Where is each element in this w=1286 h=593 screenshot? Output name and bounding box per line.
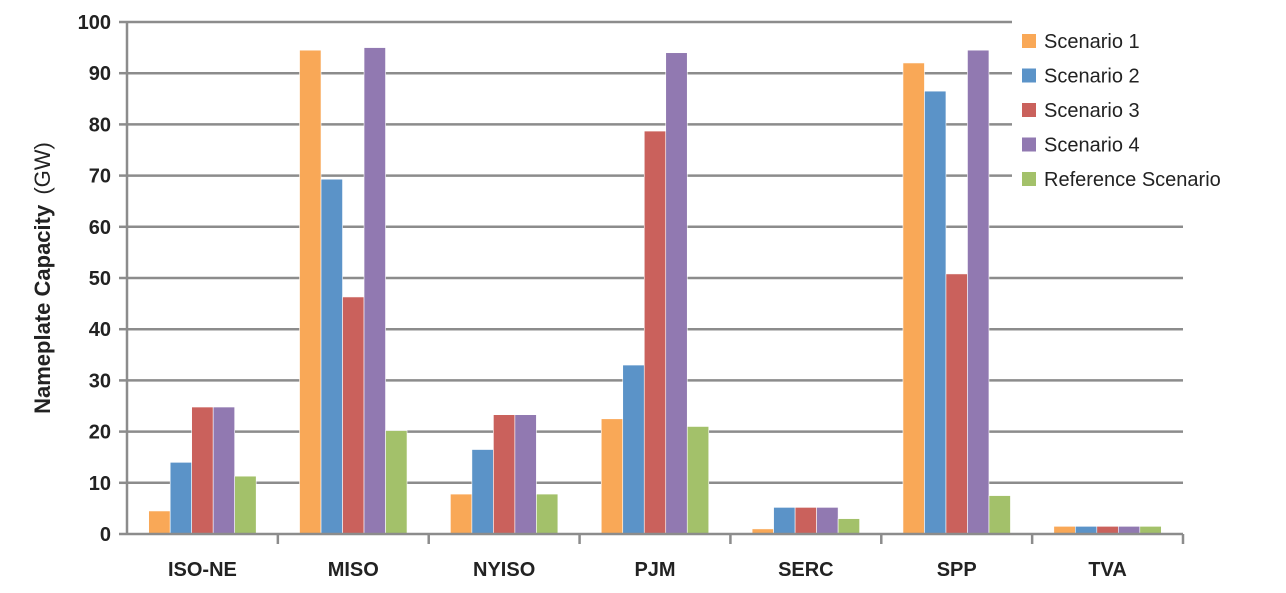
y-tick-label: 80 — [89, 114, 111, 136]
bar — [773, 507, 796, 535]
y-tick-label: 0 — [100, 524, 111, 546]
bar — [363, 47, 386, 535]
bar — [320, 178, 343, 535]
legend-label: Scenario 4 — [1044, 135, 1140, 157]
legend-swatch — [1022, 34, 1036, 48]
y-tick-label: 60 — [89, 217, 111, 239]
bar — [536, 493, 559, 535]
x-tick-labels: ISO-NE MISO NYISO PJM SERC SPP TVA — [168, 559, 1127, 581]
y-tick-label: 70 — [89, 166, 111, 188]
legend-swatch — [1022, 172, 1036, 186]
axes — [119, 20, 1185, 544]
legend-label: Scenario 2 — [1044, 66, 1140, 88]
bar — [665, 52, 688, 535]
bar — [902, 62, 925, 535]
bar — [967, 49, 990, 535]
bar — [234, 475, 257, 535]
bar — [342, 296, 365, 535]
bar — [945, 273, 968, 535]
bar — [686, 426, 710, 535]
legend-label: Scenario 1 — [1044, 31, 1140, 53]
bar — [643, 130, 667, 535]
legend-swatch — [1022, 137, 1036, 152]
bar — [816, 507, 839, 535]
y-tick-label: 100 — [78, 12, 111, 34]
bar — [600, 418, 624, 535]
y-tick-label: 30 — [89, 370, 111, 392]
bar — [622, 364, 645, 535]
bars — [148, 47, 1162, 535]
x-tick-label: NYISO — [473, 559, 535, 581]
y-axis-label-text: Nameplate Capacity — [30, 204, 55, 414]
x-tick-label: SERC — [778, 559, 834, 581]
bar — [169, 462, 192, 535]
y-tick-label: 50 — [89, 268, 111, 290]
bar — [450, 493, 473, 535]
x-tick-label: ISO-NE — [168, 559, 237, 581]
y-tick-label: 90 — [89, 63, 111, 85]
y-axis-label: Nameplate Capacity (GW) — [30, 142, 55, 414]
bar — [493, 414, 516, 535]
bar — [385, 430, 408, 535]
x-tick-label: TVA — [1088, 559, 1127, 581]
bar — [148, 510, 171, 535]
bar — [299, 49, 322, 535]
bar — [988, 495, 1011, 535]
x-tick-label: MISO — [328, 559, 379, 581]
legend-swatch — [1022, 68, 1036, 83]
bar — [837, 518, 860, 535]
y-tick-label: 10 — [89, 473, 111, 495]
y-tick-labels: 0 10 20 30 40 50 60 70 80 90 100 — [78, 12, 111, 546]
legend-label: Scenario 3 — [1044, 100, 1140, 122]
bar — [191, 406, 214, 535]
x-tick-label: PJM — [634, 559, 675, 581]
legend-label: Reference Scenario — [1044, 169, 1221, 191]
bar — [924, 90, 947, 535]
x-tick-label: SPP — [937, 559, 977, 581]
bar — [794, 507, 817, 535]
y-axis-label-unit: (GW) — [30, 142, 55, 195]
y-tick-label: 40 — [89, 319, 111, 341]
bar — [514, 414, 537, 535]
legend-swatch — [1022, 103, 1036, 117]
y-tick-label: 20 — [89, 422, 111, 444]
legend-background — [1012, 20, 1282, 198]
legend: Scenario 1 Scenario 2 Scenario 3 Scenario 4… — [1012, 20, 1282, 198]
bar — [471, 449, 494, 535]
bar — [212, 406, 235, 535]
